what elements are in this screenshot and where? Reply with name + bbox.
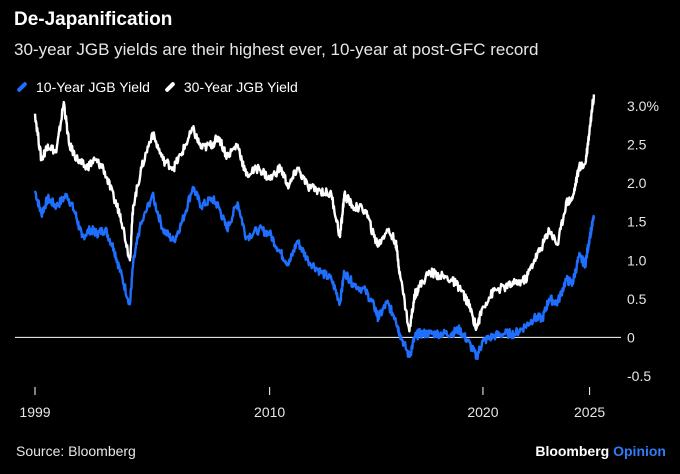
x-tick-label: 2020 <box>467 404 498 420</box>
legend-label-30-year: 30-Year JGB Yield <box>183 79 298 95</box>
legend-item-10-year: 10-Year JGB Yield <box>16 79 150 95</box>
chart-subtitle: 30-year JGB yields are their highest eve… <box>14 40 539 59</box>
y-tick-label: 0 <box>627 329 635 345</box>
series-line-10-year <box>33 185 596 361</box>
y-tick-label: 0.5 <box>627 291 647 307</box>
brand-logo: Bloomberg Opinion <box>535 443 666 459</box>
y-tick-label: 2.0 <box>627 175 647 191</box>
series-line-30-year <box>33 94 596 333</box>
series-layer <box>33 94 596 361</box>
x-tick-label: 2025 <box>574 404 605 420</box>
legend-label-10-year: 10-Year JGB Yield <box>36 79 150 95</box>
y-tick-label: 3.0% <box>627 98 659 114</box>
y-tick-label: -0.5 <box>627 368 651 384</box>
y-tick-label: 1.0 <box>627 252 647 268</box>
brand-accent: Opinion <box>613 443 666 459</box>
y-axis: -0.5 0 0.5 1.0 1.5 2.0 2.5 3.0% <box>627 98 659 384</box>
source-note: Source: Bloomberg <box>16 443 136 459</box>
legend: 10-Year JGB Yield 30-Year JGB Yield <box>16 79 312 95</box>
brand-name: Bloomberg <box>535 443 610 459</box>
chart-title: De-Japanification <box>14 9 173 30</box>
y-tick-label: 2.5 <box>627 137 647 153</box>
legend-item-30-year: 30-Year JGB Yield <box>164 79 298 95</box>
x-tick-label: 1999 <box>19 404 50 420</box>
y-tick-label: 1.5 <box>627 214 647 230</box>
x-axis: 1999 2010 2020 2025 <box>19 387 605 420</box>
x-tick-label: 2010 <box>254 404 285 420</box>
